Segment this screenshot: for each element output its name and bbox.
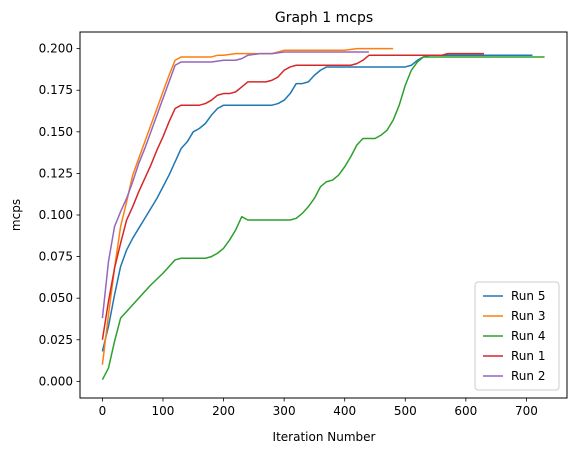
x-axis-label: Iteration Number — [273, 430, 376, 444]
y-tick-label: 0.000 — [39, 374, 73, 388]
series-line-run-4 — [101, 56, 545, 381]
legend-label: Run 5 — [511, 289, 545, 303]
x-tick-label: 200 — [212, 404, 235, 418]
x-axis-ticks: 0 100 200 300 400 500 600 700 — [99, 398, 538, 418]
chart-title: Graph 1 mcps — [275, 10, 373, 26]
y-tick-label: 0.100 — [39, 208, 73, 222]
series-line-run-1 — [101, 52, 485, 340]
legend-label: Run 2 — [511, 369, 545, 383]
x-tick-label: 600 — [454, 404, 477, 418]
x-tick-label: 400 — [333, 404, 356, 418]
y-tick-label: 0.050 — [39, 291, 73, 305]
legend-box — [474, 281, 560, 391]
y-axis-ticks: 0.000 0.025 0.050 0.075 0.100 0.125 0.150 0.175… — [39, 42, 80, 388]
y-tick-label: 0.175 — [39, 83, 73, 97]
series-line-run-5 — [101, 54, 533, 352]
legend-label: Run 1 — [511, 349, 545, 363]
x-tick-label: 700 — [515, 404, 538, 418]
series-line-run-3 — [101, 47, 394, 365]
plot-area — [101, 47, 545, 381]
legend: Run 5 Run 3 Run 4 Run 1 Run 2 — [474, 281, 560, 391]
x-tick-label: 500 — [394, 404, 417, 418]
axes-frame — [79, 31, 568, 399]
y-axis-label: mcps — [9, 199, 23, 231]
series-line-run-2 — [101, 51, 369, 319]
y-tick-label: 0.025 — [39, 333, 73, 347]
y-tick-label: 0.200 — [39, 42, 73, 56]
y-tick-label: 0.075 — [39, 250, 73, 264]
y-tick-label: 0.125 — [39, 166, 73, 180]
legend-label: Run 3 — [511, 309, 545, 323]
y-tick-label: 0.150 — [39, 125, 73, 139]
legend-label: Run 4 — [511, 329, 545, 343]
x-tick-label: 0 — [99, 404, 107, 418]
x-tick-label: 300 — [273, 404, 296, 418]
x-tick-label: 100 — [152, 404, 175, 418]
